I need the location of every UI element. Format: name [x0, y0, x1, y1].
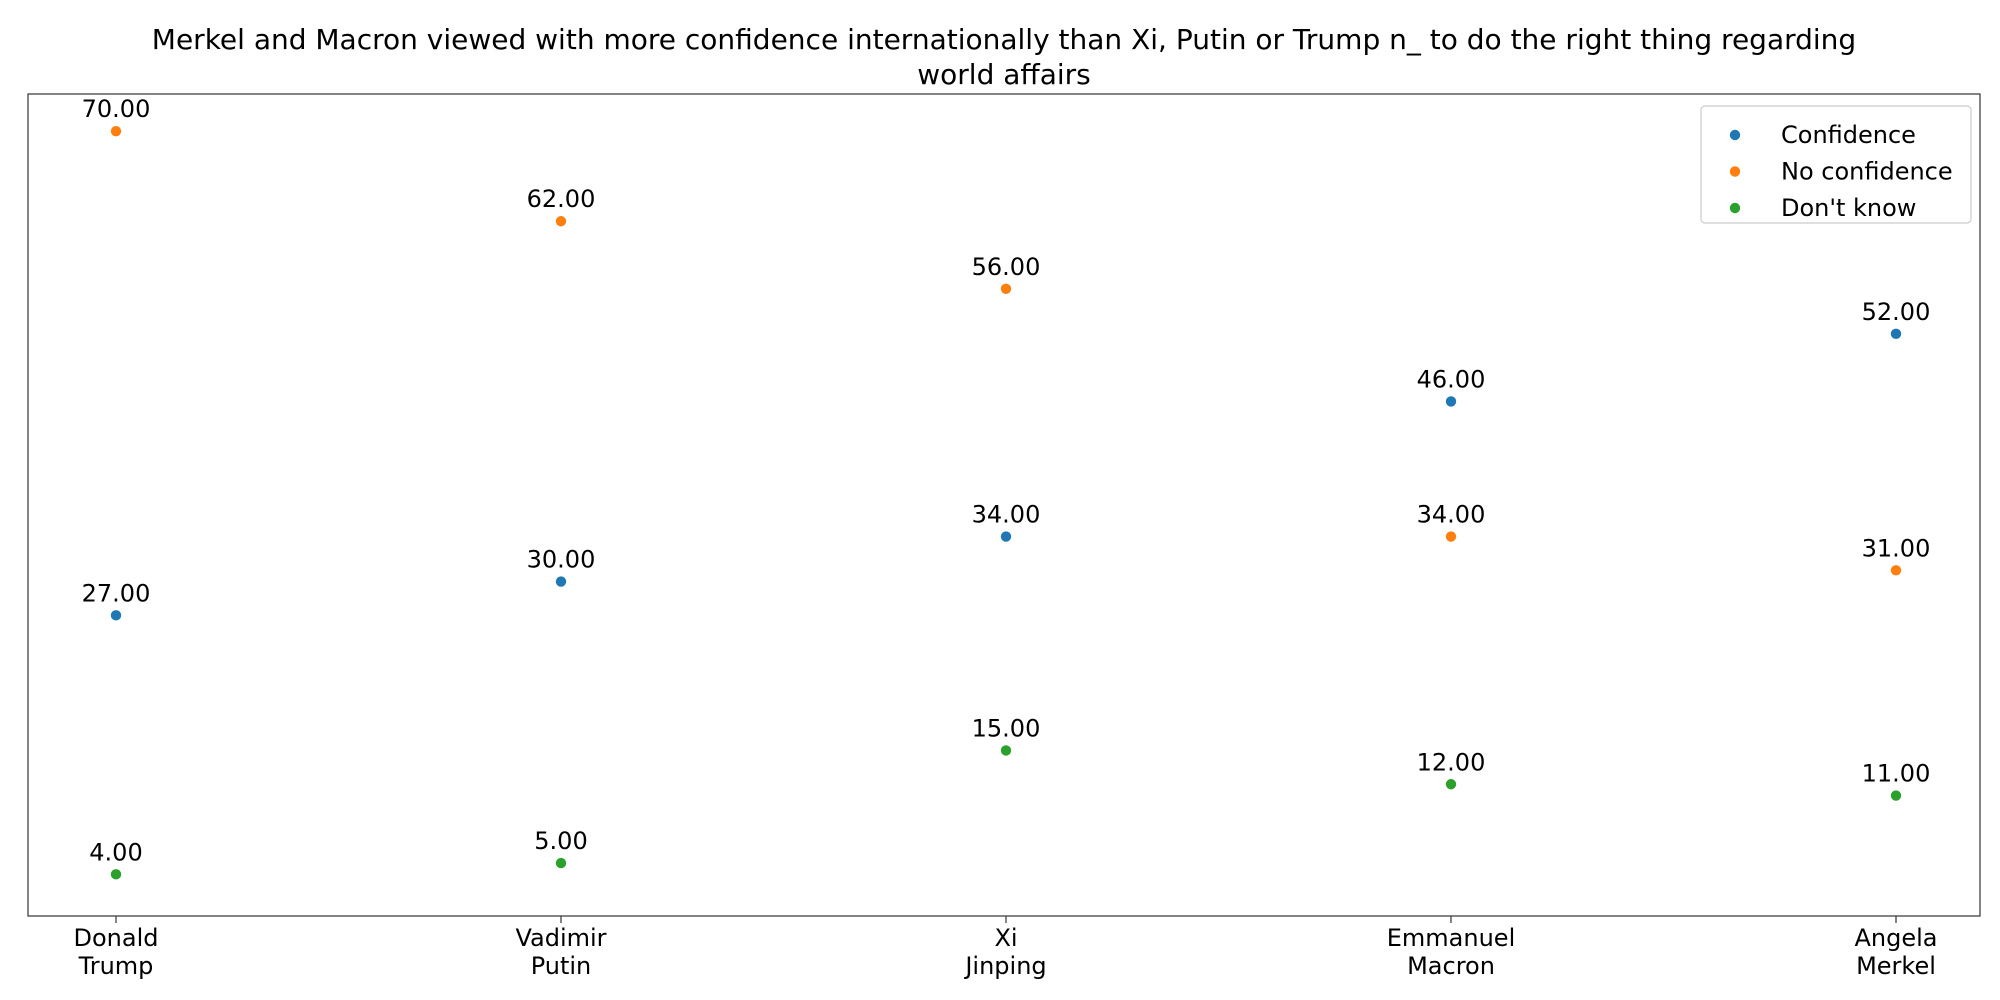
data-label: 34.00: [1417, 501, 1486, 529]
chart-title-line: world affairs: [917, 58, 1090, 91]
legend: Confidence No confidence Don't know: [1700, 105, 1972, 224]
legend-label: Confidence: [1781, 121, 1916, 149]
legend-label: Don't know: [1781, 194, 1916, 222]
data-label: 52.00: [1862, 298, 1931, 326]
data-label: 15.00: [972, 714, 1041, 742]
legend-label: No confidence: [1781, 158, 1953, 186]
data-labels: 27.00 30.00 34.00 46.00 52.00 70.00 62.00 56.00…: [82, 95, 1931, 866]
x-tick-label: Vadimir Putin: [515, 924, 606, 980]
data-point: [1445, 779, 1457, 790]
plot-area: [27, 93, 1981, 917]
data-label: 70.00: [82, 95, 151, 123]
data-point: [110, 610, 122, 621]
data-point: [555, 576, 567, 587]
x-axis: Donald Trump Vadimir Putin Xi Jinping Emmanuel…: [74, 916, 1938, 980]
data-label: 12.00: [1417, 748, 1486, 776]
data-point: [1890, 328, 1902, 340]
data-label: 31.00: [1862, 534, 1931, 562]
data-label: 4.00: [89, 838, 142, 866]
data-label: 30.00: [527, 546, 596, 574]
data-point: [555, 857, 567, 869]
data-point: [110, 869, 122, 880]
legend-marker: [1729, 129, 1741, 141]
data-points: [110, 125, 1902, 880]
data-label: 5.00: [534, 827, 587, 855]
chart-title-line: Merkel and Macron viewed with more confi…: [152, 23, 1856, 56]
data-point: [110, 125, 122, 137]
data-point: [1890, 790, 1902, 801]
data-label: 62.00: [527, 185, 596, 213]
legend-box: [1700, 105, 1972, 224]
legend-marker: [1729, 202, 1741, 214]
data-label: 34.00: [972, 501, 1041, 529]
data-point: [1000, 745, 1012, 756]
data-label: 11.00: [1862, 760, 1931, 788]
data-label: 56.00: [972, 253, 1041, 281]
legend-marker: [1729, 166, 1741, 177]
data-label: 27.00: [82, 579, 151, 607]
data-point: [1890, 565, 1902, 576]
x-tick-label: Donald Trump: [74, 924, 159, 980]
chart-title: Merkel and Macron viewed with more confi…: [152, 23, 1856, 91]
x-tick-label: Emmanuel Macron: [1387, 924, 1515, 980]
data-label: 46.00: [1417, 365, 1486, 393]
data-point: [1445, 396, 1457, 407]
x-tick-label: Xi Jinping: [963, 924, 1046, 980]
data-point: [1445, 531, 1457, 542]
data-point: [555, 216, 567, 227]
data-point: [1000, 531, 1012, 542]
x-tick-label: Angela Merkel: [1854, 924, 1937, 980]
data-point: [1000, 283, 1012, 295]
